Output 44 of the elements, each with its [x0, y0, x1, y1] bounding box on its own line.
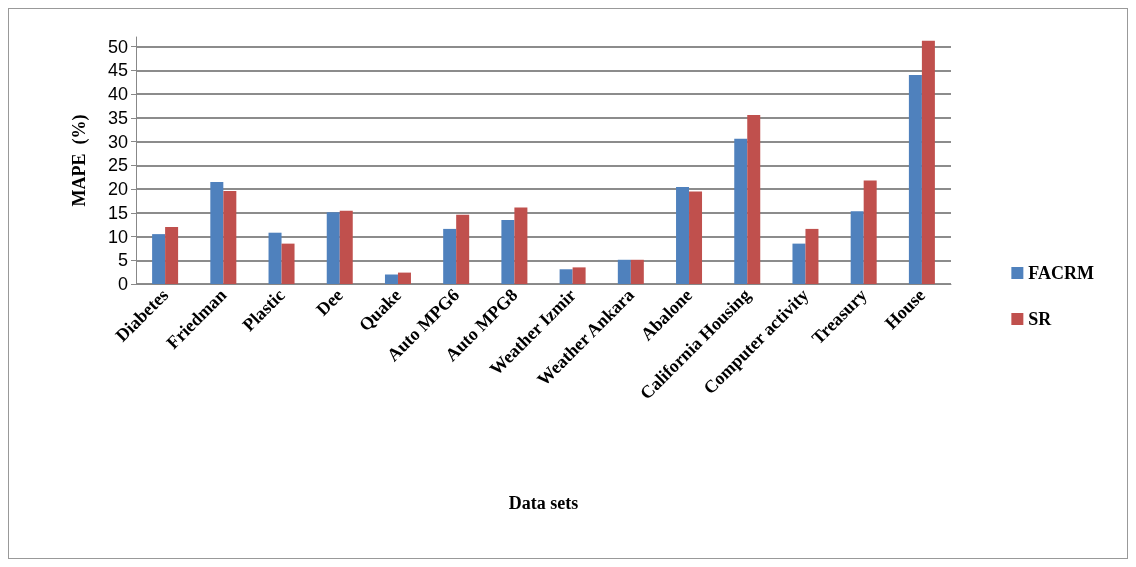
y-tick-label: 30: [107, 131, 128, 152]
bar: [339, 210, 353, 284]
y-tick-label: 10: [107, 226, 128, 247]
y-tick-label: 25: [107, 155, 128, 176]
bar: [792, 243, 806, 284]
bar: [630, 259, 644, 284]
bar: [559, 269, 573, 284]
y-tick-label: 5: [117, 250, 128, 271]
bar: [805, 228, 819, 284]
bar: [689, 191, 703, 284]
bar: [281, 243, 295, 284]
legend-label: FACRM: [1028, 263, 1095, 283]
bar: [863, 180, 877, 284]
bar: [223, 190, 237, 284]
bar: [850, 211, 864, 284]
bar: [676, 187, 690, 284]
bar: [734, 138, 748, 284]
bar: [908, 75, 922, 284]
y-tick-label: 40: [107, 84, 128, 104]
bar: [268, 232, 282, 284]
x-tick-label: Dee: [312, 284, 347, 320]
y-tick-label: 20: [107, 179, 128, 199]
bar: [617, 259, 631, 284]
bar: [572, 267, 586, 284]
y-tick-label: 35: [107, 107, 128, 128]
legend-label: SR: [1028, 309, 1053, 329]
y-tick-label: 45: [107, 60, 128, 81]
bar: [747, 114, 761, 284]
bar: [210, 181, 224, 284]
y-tick-label: 50: [107, 36, 128, 57]
bar: [514, 207, 528, 284]
bar: [456, 214, 470, 284]
y-tick-label: 0: [117, 274, 128, 294]
y-axis-title: MAPE (%): [69, 114, 90, 207]
bar: [165, 227, 179, 284]
bar: [397, 272, 411, 284]
bar: [443, 228, 457, 284]
bar: [152, 234, 166, 284]
y-tick-label: 15: [107, 202, 128, 223]
bar: [921, 40, 935, 284]
bar: [326, 212, 340, 284]
bar: [384, 274, 398, 284]
bar: [501, 219, 515, 284]
x-axis-title: Data sets: [508, 493, 579, 513]
